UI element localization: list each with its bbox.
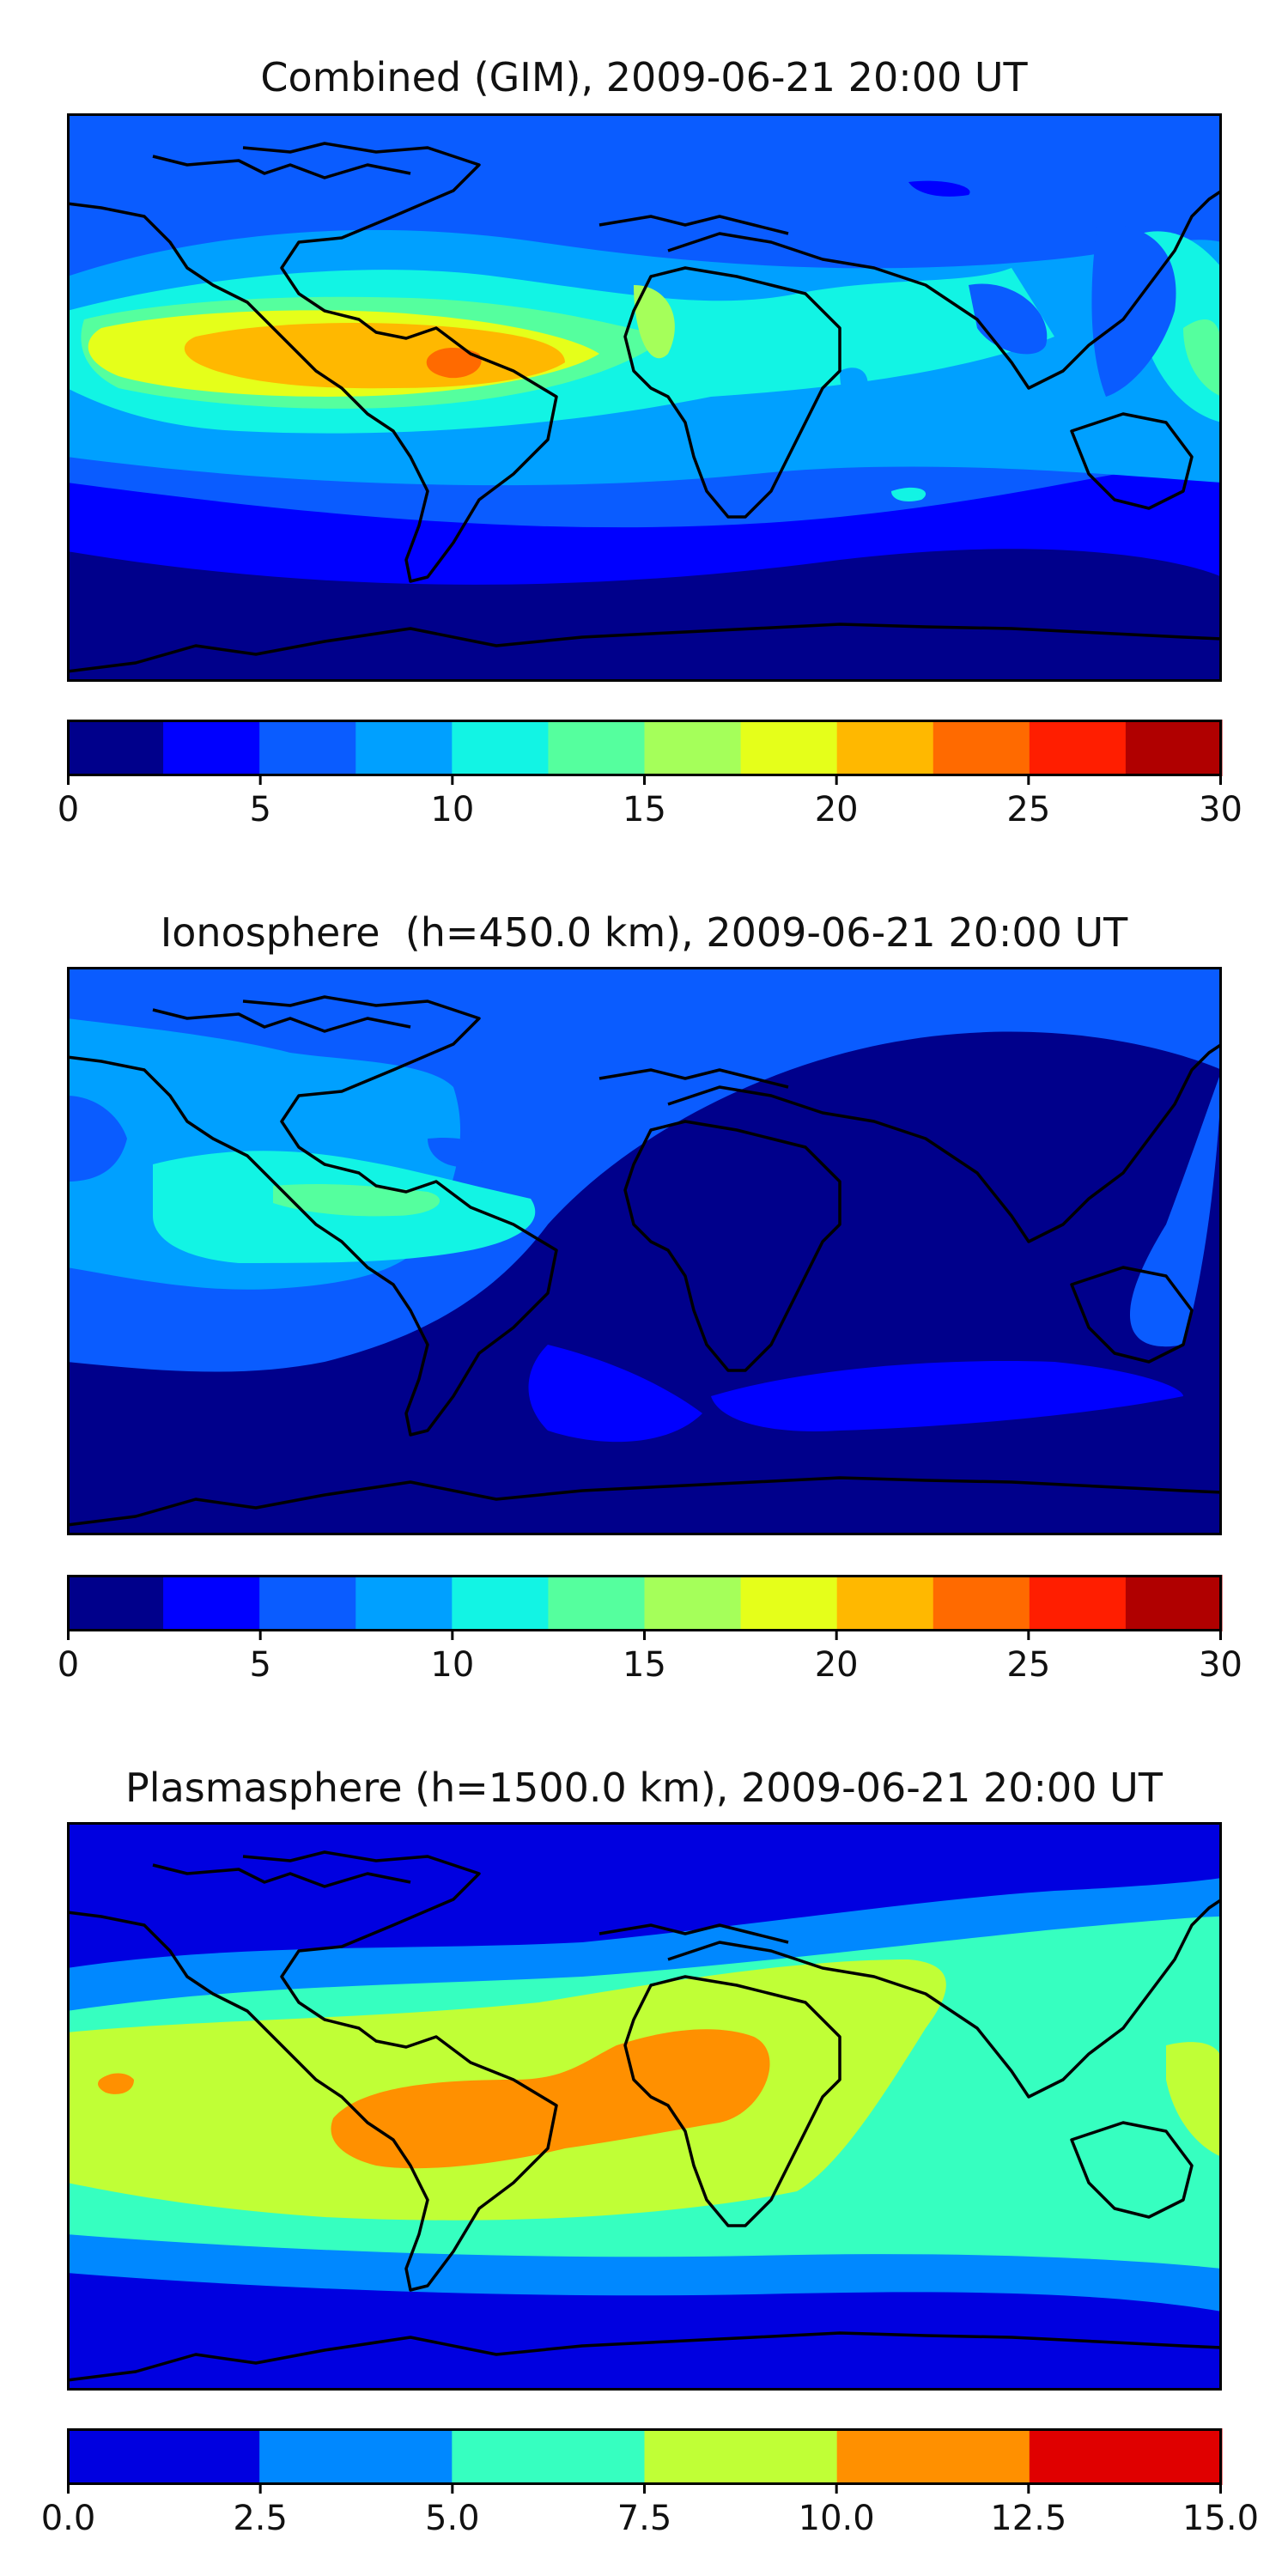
colorbar-segment [1029, 1575, 1127, 1631]
colorbar-frame [67, 2428, 1222, 2485]
colorbar-tick-label: 5 [249, 1645, 270, 1685]
colorbar-tick-label: 30 [1199, 790, 1242, 829]
colorbar-segment [836, 1575, 934, 1631]
colorbar-segment [452, 720, 549, 776]
colorbar-segment [1125, 720, 1223, 776]
colorbar-tick-label: 15 [623, 790, 666, 829]
colorbar-tick-label: 20 [815, 1645, 859, 1685]
colorbar-tick-label: 20 [815, 790, 859, 829]
colorbar-tick-label: 25 [1006, 790, 1050, 829]
colorbar-segment [1029, 720, 1127, 776]
colorbar-segment [933, 1575, 1030, 1631]
map-plasmasphere [67, 1822, 1222, 2391]
colorbar-tick-label: 0 [58, 790, 79, 829]
colorbar-tick-label: 15 [623, 1645, 666, 1685]
colorbar-tick-label: 0.0 [41, 2499, 96, 2538]
colorbar-tick-label: 7.5 [617, 2499, 672, 2538]
colorbar-segment [644, 2428, 838, 2485]
coastlines [67, 142, 1222, 673]
colorbar-segment [644, 1575, 742, 1631]
colorbar-tick-label: 15.0 [1182, 2499, 1259, 2538]
colorbar-segment [452, 2428, 645, 2485]
colorbar-segment [933, 720, 1030, 776]
colorbar-segment [548, 1575, 645, 1631]
colorbar-segment [67, 1575, 164, 1631]
colorbar-segment [163, 720, 260, 776]
colorbar-ionosphere: 0 5 10 15 20 25 30 [58, 1575, 1242, 1685]
colorbar-tick-label: 5.0 [425, 2499, 480, 2538]
colorbar-segment [355, 1575, 453, 1631]
colorbar-segment [259, 720, 356, 776]
colorbar-combined: 0 5 10 15 20 25 30 [58, 720, 1242, 829]
colorbar-segment [67, 2428, 260, 2485]
map-ionosphere [67, 967, 1222, 1535]
colorbar-tick-label: 5 [249, 790, 270, 829]
colorbar-segment [259, 2428, 453, 2485]
colorbar-segment [355, 720, 453, 776]
colorbar-tick-label: 2.5 [233, 2499, 288, 2538]
panel-title-plasmasphere: Plasmasphere (h=1500.0 km), 2009-06-21 2… [125, 1765, 1163, 1811]
panel-title-ionosphere: Ionosphere (h=450.0 km), 2009-06-21 20:0… [160, 909, 1128, 956]
colorbar-segment [740, 720, 838, 776]
colorbar-segment [259, 1575, 356, 1631]
colorbar-segment [836, 2428, 1030, 2485]
colorbar-tick-label: 10.0 [799, 2499, 875, 2538]
colorbar-segment [1029, 2428, 1223, 2485]
colorbar-segment [163, 1575, 260, 1631]
map-combined [67, 113, 1222, 682]
colorbar-tick-label: 12.5 [990, 2499, 1066, 2538]
colorbar-segment [644, 720, 742, 776]
colorbar-plasmasphere: 0.0 2.5 5.0 7.5 10.0 12.5 15.0 [41, 2428, 1259, 2538]
colorbar-segment [1125, 1575, 1223, 1631]
panel-title-combined: Combined (GIM), 2009-06-21 20:00 UT [260, 54, 1028, 100]
colorbar-tick-label: 10 [430, 1645, 474, 1685]
colorbar-frame [67, 1575, 1222, 1631]
coastlines [67, 1850, 1222, 2382]
colorbar-tick-label: 25 [1006, 1645, 1050, 1685]
colorbar-tick-label: 10 [430, 790, 474, 829]
coastlines [67, 995, 1222, 1527]
colorbar-segment [836, 720, 934, 776]
colorbar-segment [548, 720, 645, 776]
colorbar-tick-label: 30 [1199, 1645, 1242, 1685]
colorbar-frame [67, 720, 1222, 776]
colorbar-segment [452, 1575, 549, 1631]
colorbar-segment [67, 720, 164, 776]
colorbar-segment [740, 1575, 838, 1631]
colorbar-tick-label: 0 [58, 1645, 79, 1685]
